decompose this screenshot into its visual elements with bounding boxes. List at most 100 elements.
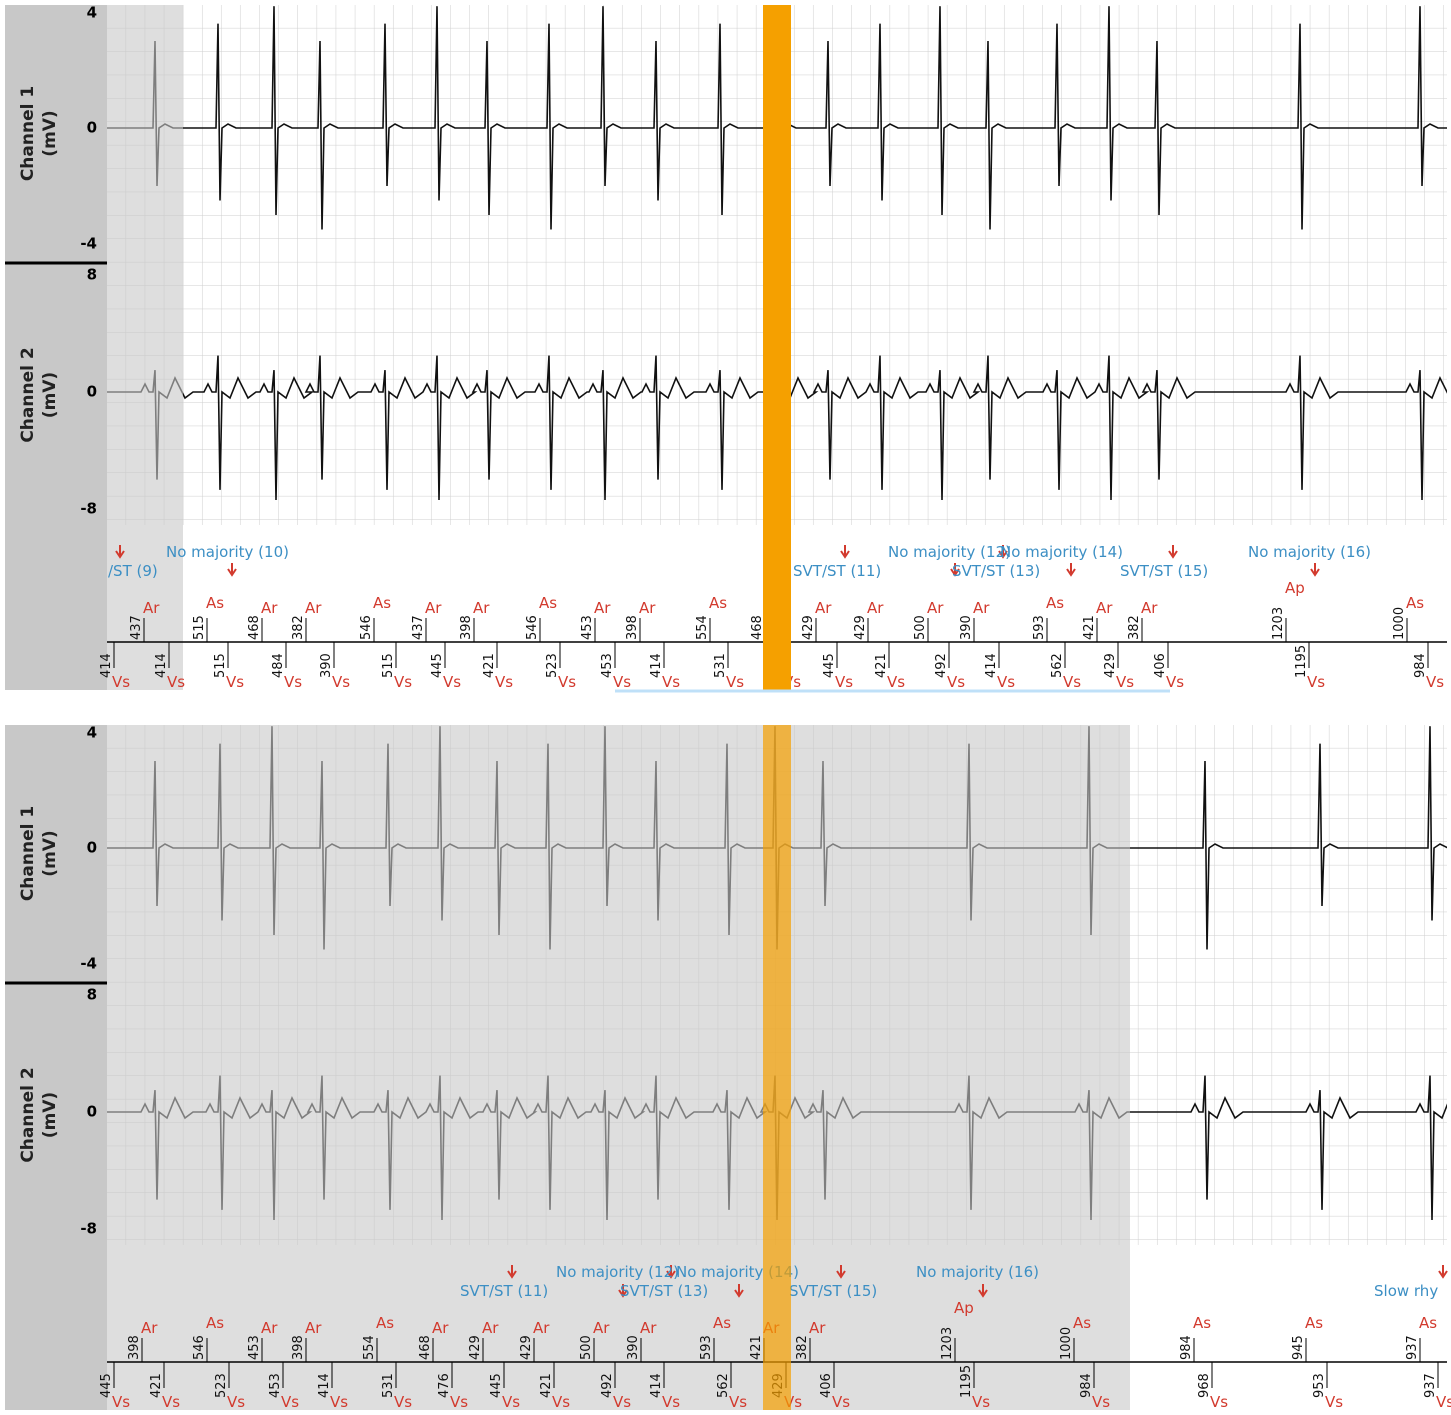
ventricular-interval: 414 [99, 653, 114, 678]
ventricular-marker: Vs [443, 673, 461, 691]
atrial-marker: As [1305, 1314, 1323, 1332]
ventricular-marker: Vs [726, 673, 744, 691]
y-tick-label: 0 [87, 1103, 97, 1121]
atrial-marker: As [1419, 1314, 1437, 1332]
ventricular-marker: Vs [112, 1393, 130, 1411]
ecg-trace [107, 6, 1447, 230]
event-arrow [1438, 1265, 1448, 1279]
ventricular-interval: 984 [1413, 653, 1428, 678]
atrial-marker: Ar [482, 1319, 499, 1337]
channel-unit: (mV) [40, 372, 60, 418]
atrial-marker: As [373, 594, 391, 612]
rhythm-label: No majority (14) [1000, 543, 1123, 561]
atrial-marker: Ar [867, 599, 884, 617]
atrial-interval: 390 [626, 1335, 641, 1360]
atrial-marker: Ar [639, 599, 656, 617]
ventricular-interval: 445 [99, 1373, 114, 1398]
y-tick-label: -4 [80, 955, 97, 973]
atrial-marker: As [1073, 1314, 1091, 1332]
atrial-interval: 382 [795, 1335, 810, 1360]
ventricular-interval: 562 [1050, 653, 1065, 678]
ventricular-interval: 1195 [1294, 645, 1309, 678]
rhythm-label: SVT/ST (15) [1120, 562, 1208, 580]
ventricular-marker: Vs [1116, 673, 1134, 691]
atrial-interval: 382 [291, 615, 306, 640]
atrial-marker: Ar [815, 599, 832, 617]
atrial-marker: As [206, 594, 224, 612]
ventricular-marker: Vs [495, 673, 513, 691]
atrial-interval: 398 [459, 615, 474, 640]
event-arrow [1066, 563, 1076, 577]
atrial-interval: 554 [695, 615, 710, 640]
ventricular-interval: 453 [600, 653, 615, 678]
ventricular-interval: 453 [268, 1373, 283, 1398]
y-tick-label: -4 [80, 235, 97, 253]
atrial-marker: Ap [1285, 579, 1305, 597]
channel-name: Channel 1 [18, 806, 38, 901]
rhythm-label: No majority (10) [166, 543, 289, 561]
ventricular-marker: Vs [226, 673, 244, 691]
ventricular-marker: Vs [1436, 1393, 1451, 1411]
ventricular-interval: 421 [539, 1373, 554, 1398]
atrial-interval: 500 [579, 1335, 594, 1360]
atrial-interval: 453 [247, 1335, 262, 1360]
ventricular-marker: Vs [394, 1393, 412, 1411]
ventricular-marker: Vs [662, 673, 680, 691]
ventricular-marker: Vs [394, 673, 412, 691]
ventricular-marker: Vs [281, 1393, 299, 1411]
event-arrow [666, 1265, 676, 1279]
atrial-interval: 437 [129, 615, 144, 640]
atrial-interval: 1203 [1271, 607, 1286, 640]
ventricular-interval: 414 [154, 653, 169, 678]
atrial-interval: 546 [192, 1335, 207, 1360]
ventricular-marker: Vs [662, 1393, 680, 1411]
ventricular-interval: 531 [381, 1373, 396, 1398]
atrial-marker: Ar [432, 1319, 449, 1337]
event-arrow [836, 1265, 846, 1279]
atrial-marker: Ar [640, 1319, 657, 1337]
ventricular-interval: 390 [319, 653, 334, 678]
atrial-marker: As [1193, 1314, 1211, 1332]
event-arrow [978, 1284, 988, 1298]
atrial-interval: 546 [525, 615, 540, 640]
ventricular-interval: 406 [819, 1373, 834, 1398]
rhythm-label: SVT/ST (11) [793, 562, 881, 580]
ventricular-marker: Vs [1307, 673, 1325, 691]
atrial-marker: As [376, 1314, 394, 1332]
atrial-marker: Ar [141, 1319, 158, 1337]
event-arrow [840, 545, 850, 559]
channel-name: Channel 2 [18, 347, 38, 442]
ventricular-interval: 515 [381, 653, 396, 678]
ventricular-marker: Vs [332, 673, 350, 691]
ventricular-marker: Vs [227, 1393, 245, 1411]
event-arrow [1168, 545, 1178, 559]
channel-gutter [5, 5, 107, 690]
channel-unit: (mV) [40, 1092, 60, 1138]
ventricular-marker: Vs [972, 1393, 990, 1411]
ventricular-interval: 968 [1197, 1373, 1212, 1398]
ventricular-marker: Vs [729, 1393, 747, 1411]
ventricular-interval: 953 [1312, 1373, 1327, 1398]
atrial-interval: 945 [1291, 1335, 1306, 1360]
atrial-marker: Ar [473, 599, 490, 617]
atrial-marker: Ar [143, 599, 160, 617]
rhythm-label: No majority (12) [556, 1263, 679, 1281]
event-arrow [1310, 563, 1320, 577]
event-arrow [998, 545, 1008, 559]
ventricular-marker: Vs [832, 1393, 850, 1411]
event-arrow [734, 1284, 744, 1298]
atrial-interval: 515 [192, 615, 207, 640]
ventricular-interval: 445 [430, 653, 445, 678]
y-tick-label: 4 [87, 4, 97, 22]
ventricular-marker: Vs [1063, 673, 1081, 691]
atrial-marker: Ap [954, 1299, 974, 1317]
ventricular-marker: Vs [1092, 1393, 1110, 1411]
ventricular-interval: 445 [822, 653, 837, 678]
channel-gutter [5, 725, 107, 1410]
event-arrow [950, 563, 960, 577]
ventricular-interval: 414 [317, 1373, 332, 1398]
event-arrow [618, 1284, 628, 1298]
ventricular-marker: Vs [613, 673, 631, 691]
atrial-marker: Ar [927, 599, 944, 617]
